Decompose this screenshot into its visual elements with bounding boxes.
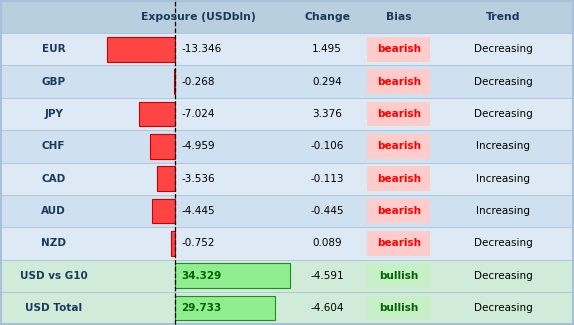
Text: bearish: bearish xyxy=(377,174,421,184)
FancyBboxPatch shape xyxy=(367,264,430,288)
FancyBboxPatch shape xyxy=(367,296,430,320)
Text: Increasing: Increasing xyxy=(476,174,530,184)
Text: -4.445: -4.445 xyxy=(181,206,215,216)
Text: Change: Change xyxy=(304,12,350,22)
Text: Decreasing: Decreasing xyxy=(474,271,533,281)
FancyBboxPatch shape xyxy=(1,162,573,195)
Text: GBP: GBP xyxy=(41,77,66,86)
FancyBboxPatch shape xyxy=(367,166,430,191)
Text: bearish: bearish xyxy=(377,77,421,86)
FancyBboxPatch shape xyxy=(107,37,175,61)
FancyBboxPatch shape xyxy=(153,199,175,223)
Text: Bias: Bias xyxy=(386,12,412,22)
Text: EUR: EUR xyxy=(42,44,65,54)
Text: -4.959: -4.959 xyxy=(181,141,215,151)
FancyBboxPatch shape xyxy=(1,1,573,33)
FancyBboxPatch shape xyxy=(1,33,573,65)
FancyBboxPatch shape xyxy=(175,264,290,288)
Text: Decreasing: Decreasing xyxy=(474,77,533,86)
FancyBboxPatch shape xyxy=(1,65,573,98)
FancyBboxPatch shape xyxy=(1,260,573,292)
Text: USD Total: USD Total xyxy=(25,303,82,313)
Text: JPY: JPY xyxy=(44,109,63,119)
Text: -0.445: -0.445 xyxy=(311,206,344,216)
FancyBboxPatch shape xyxy=(1,98,573,130)
FancyBboxPatch shape xyxy=(367,231,430,256)
Text: -0.106: -0.106 xyxy=(311,141,344,151)
Text: bearish: bearish xyxy=(377,141,421,151)
FancyBboxPatch shape xyxy=(174,69,175,94)
Text: 29.733: 29.733 xyxy=(181,303,222,313)
FancyBboxPatch shape xyxy=(367,199,430,223)
FancyBboxPatch shape xyxy=(1,130,573,162)
FancyBboxPatch shape xyxy=(1,227,573,260)
FancyBboxPatch shape xyxy=(172,231,175,256)
Text: -7.024: -7.024 xyxy=(181,109,215,119)
Text: -4.591: -4.591 xyxy=(311,271,344,281)
Text: Increasing: Increasing xyxy=(476,141,530,151)
Text: 1.495: 1.495 xyxy=(312,44,342,54)
Text: bearish: bearish xyxy=(377,44,421,54)
Text: CHF: CHF xyxy=(42,141,65,151)
FancyBboxPatch shape xyxy=(175,296,274,320)
Text: bullish: bullish xyxy=(379,271,418,281)
Text: bearish: bearish xyxy=(377,109,421,119)
Text: CAD: CAD xyxy=(41,174,66,184)
Text: AUD: AUD xyxy=(41,206,66,216)
Text: Increasing: Increasing xyxy=(476,206,530,216)
Text: -0.752: -0.752 xyxy=(181,239,215,248)
FancyBboxPatch shape xyxy=(157,166,175,191)
Text: -4.604: -4.604 xyxy=(311,303,344,313)
FancyBboxPatch shape xyxy=(150,134,175,159)
Text: bearish: bearish xyxy=(377,206,421,216)
Text: Decreasing: Decreasing xyxy=(474,109,533,119)
FancyBboxPatch shape xyxy=(367,134,430,159)
Text: bullish: bullish xyxy=(379,303,418,313)
Text: NZD: NZD xyxy=(41,239,66,248)
Text: 0.089: 0.089 xyxy=(312,239,342,248)
Text: -0.268: -0.268 xyxy=(181,77,215,86)
FancyBboxPatch shape xyxy=(367,69,430,94)
FancyBboxPatch shape xyxy=(367,102,430,126)
FancyBboxPatch shape xyxy=(367,37,430,61)
Text: -3.536: -3.536 xyxy=(181,174,215,184)
Text: Decreasing: Decreasing xyxy=(474,303,533,313)
FancyBboxPatch shape xyxy=(1,292,573,324)
Text: Exposure (USDbln): Exposure (USDbln) xyxy=(141,12,255,22)
Text: 3.376: 3.376 xyxy=(312,109,342,119)
Text: USD vs G10: USD vs G10 xyxy=(20,271,88,281)
Text: Decreasing: Decreasing xyxy=(474,44,533,54)
Text: Trend: Trend xyxy=(486,12,521,22)
FancyBboxPatch shape xyxy=(139,102,175,126)
Text: Decreasing: Decreasing xyxy=(474,239,533,248)
Text: -0.113: -0.113 xyxy=(311,174,344,184)
Text: 0.294: 0.294 xyxy=(312,77,342,86)
Text: 34.329: 34.329 xyxy=(181,271,222,281)
FancyBboxPatch shape xyxy=(1,195,573,227)
Text: bearish: bearish xyxy=(377,239,421,248)
Text: -13.346: -13.346 xyxy=(181,44,222,54)
